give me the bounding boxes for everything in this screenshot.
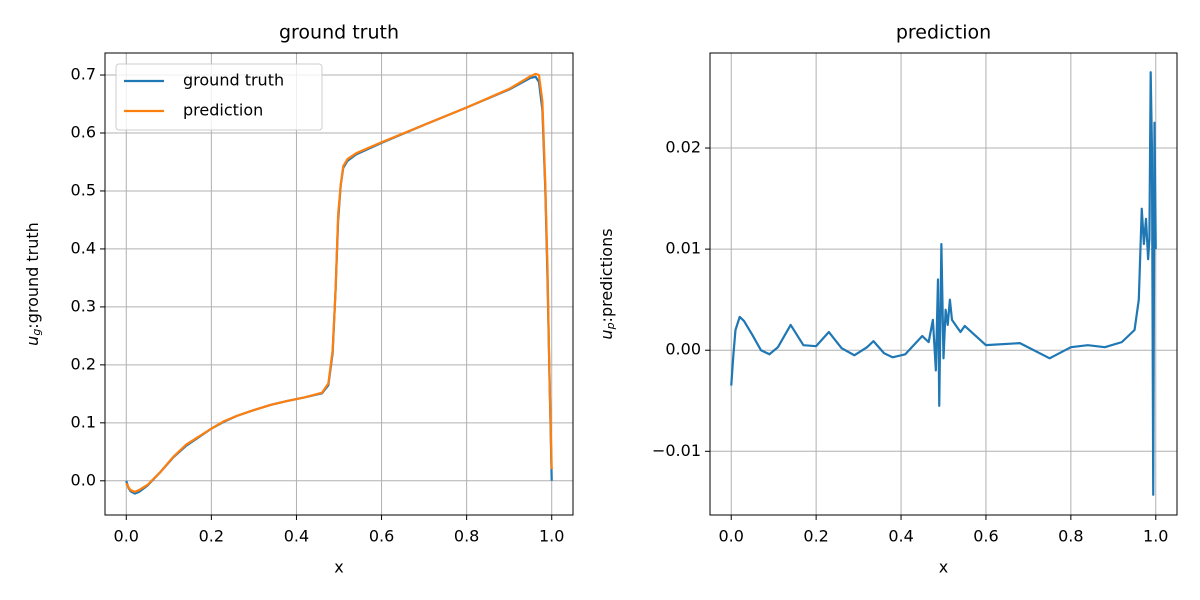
x-tick-label: 0.2 bbox=[199, 527, 224, 546]
y-axis-label-text: :ground truth bbox=[23, 222, 42, 329]
legend-label: prediction bbox=[183, 101, 263, 120]
x-axis-label: x bbox=[334, 558, 343, 577]
x-tick-label: 1.0 bbox=[539, 527, 564, 546]
chart-title: ground truth bbox=[279, 22, 399, 44]
y-tick-label: 0.4 bbox=[71, 238, 96, 257]
data-line bbox=[730, 71, 1157, 496]
y-tick-label: 0.02 bbox=[665, 138, 701, 157]
x-axis-label: x bbox=[939, 558, 948, 577]
y-tick-label: 0.2 bbox=[71, 354, 96, 373]
x-tick-label: 0.4 bbox=[888, 527, 913, 546]
y-tick-label: −0.01 bbox=[652, 441, 701, 460]
axes-frame bbox=[104, 52, 574, 516]
y-axis-label: up:predictions bbox=[597, 228, 618, 339]
x-tick-label: 0.2 bbox=[803, 527, 828, 546]
y-tick-label: 0.5 bbox=[71, 180, 96, 199]
legend-box bbox=[115, 63, 323, 131]
legend-label: ground truth bbox=[183, 71, 284, 90]
x-tick-label: 0.8 bbox=[454, 527, 479, 546]
y-axis-label-subscript: g bbox=[30, 329, 43, 336]
axes-frame bbox=[709, 52, 1178, 516]
y-axis-label-subscript: p bbox=[604, 322, 617, 330]
y-tick-label: 0.6 bbox=[71, 122, 96, 141]
y-tick-label: 0.3 bbox=[71, 296, 96, 315]
y-axis-label-symbol: u bbox=[23, 336, 42, 346]
data-line bbox=[125, 72, 553, 493]
y-tick-label: 0.1 bbox=[71, 412, 96, 431]
y-axis-label: ug:ground truth bbox=[23, 222, 44, 346]
y-tick-label: 0.00 bbox=[665, 340, 701, 359]
x-tick-label: 0.4 bbox=[284, 527, 309, 546]
y-tick-label: 0.0 bbox=[71, 470, 96, 489]
y-tick-label: 0.7 bbox=[71, 65, 96, 84]
legend: ground truth prediction bbox=[115, 63, 323, 131]
x-tick-label: 0.8 bbox=[1058, 527, 1083, 546]
x-tick-label: 0.6 bbox=[369, 527, 394, 546]
x-tick-label: 0.0 bbox=[719, 527, 744, 546]
y-tick-label: 0.01 bbox=[665, 239, 701, 258]
data-line bbox=[125, 75, 553, 495]
x-tick-label: 0.0 bbox=[114, 527, 139, 546]
x-tick-label: 1.0 bbox=[1143, 527, 1168, 546]
y-axis-label-symbol: u bbox=[597, 329, 616, 339]
y-axis-label-text: :predictions bbox=[597, 228, 616, 322]
chart-title: prediction bbox=[896, 22, 991, 44]
x-tick-label: 0.6 bbox=[973, 527, 998, 546]
